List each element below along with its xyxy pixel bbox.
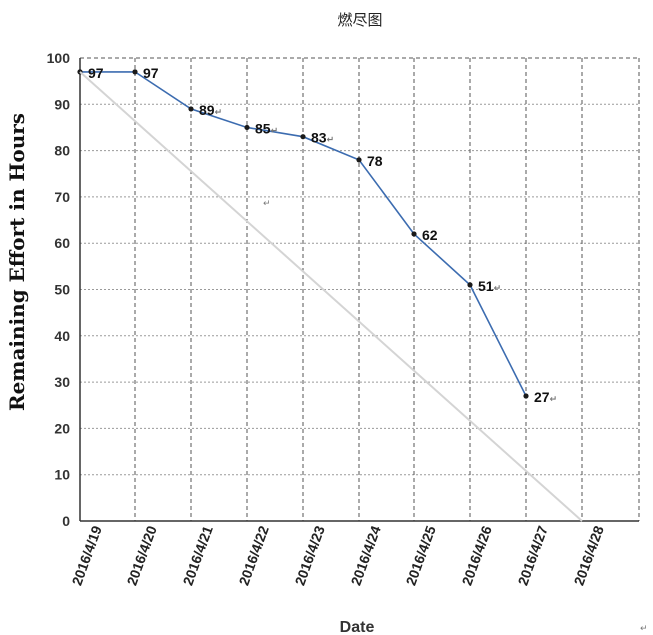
- x-tick-label: 2016/4/28: [570, 523, 606, 587]
- paragraph-mark: ↵: [263, 199, 271, 209]
- ideal-burndown-line: [79, 71, 583, 522]
- x-tick-label: 2016/4/22: [235, 523, 271, 587]
- y-tick-label: 70: [54, 189, 70, 205]
- data-point: [411, 231, 417, 237]
- data-point: [300, 134, 306, 140]
- x-tick-label: 2016/4/27: [514, 523, 550, 587]
- data-label: 97: [88, 65, 104, 81]
- data-point: [356, 157, 362, 163]
- data-label: 89↵: [199, 102, 222, 118]
- y-tick-label: 20: [54, 420, 70, 436]
- data-point: [188, 106, 194, 112]
- data-label: 97: [143, 65, 159, 81]
- data-label: 51↵: [478, 278, 501, 294]
- y-tick-label: 10: [54, 467, 70, 483]
- y-axis-label: Remaining Effort in Hours: [5, 113, 29, 411]
- paragraph-mark: ↵: [327, 136, 335, 146]
- x-tick-label: 2016/4/19: [68, 523, 104, 587]
- data-label: 83↵: [311, 130, 334, 146]
- x-tick-label: 2016/4/21: [179, 523, 215, 587]
- label-layer: 0 10 20 30 40 50 60 70 80 90 100 2016/4/19 2016/4/20…: [47, 50, 648, 634]
- data-label: 62: [422, 227, 438, 243]
- y-tick-label: 50: [54, 282, 70, 298]
- x-tick-label: 2016/4/20: [123, 523, 159, 587]
- x-tick-label: 2016/4/25: [402, 523, 438, 587]
- paragraph-mark: ↵: [271, 126, 279, 136]
- data-point: [244, 124, 250, 131]
- y-tick-label: 80: [54, 143, 70, 159]
- y-tick-label: 40: [54, 328, 70, 344]
- data-point: [467, 282, 473, 288]
- paragraph-mark: ↵: [494, 284, 502, 294]
- data-label: 78: [367, 153, 383, 169]
- paragraph-mark: ↵: [215, 108, 223, 118]
- y-tick-label: 0: [62, 513, 70, 529]
- x-axis-label: Date: [340, 619, 375, 635]
- series-layer: [77, 69, 583, 522]
- x-tick-label: 2016/4/26: [458, 523, 494, 587]
- paragraph-mark: ↵: [550, 395, 558, 405]
- data-label: 85↵: [255, 120, 278, 136]
- data-label: 27↵: [534, 389, 557, 405]
- grid-layer: [79, 57, 640, 522]
- data-point: [132, 69, 138, 75]
- x-tick-label: 2016/4/23: [291, 523, 327, 587]
- y-tick-label: 60: [54, 235, 70, 251]
- x-tick-label: 2016/4/24: [347, 523, 383, 587]
- paragraph-mark: ↵: [640, 624, 648, 634]
- y-tick-label: 30: [54, 374, 70, 390]
- chart-title: 燃尽图: [337, 11, 382, 29]
- data-point: [523, 393, 529, 399]
- y-tick-label: 90: [54, 96, 70, 112]
- y-tick-label: 100: [47, 50, 71, 66]
